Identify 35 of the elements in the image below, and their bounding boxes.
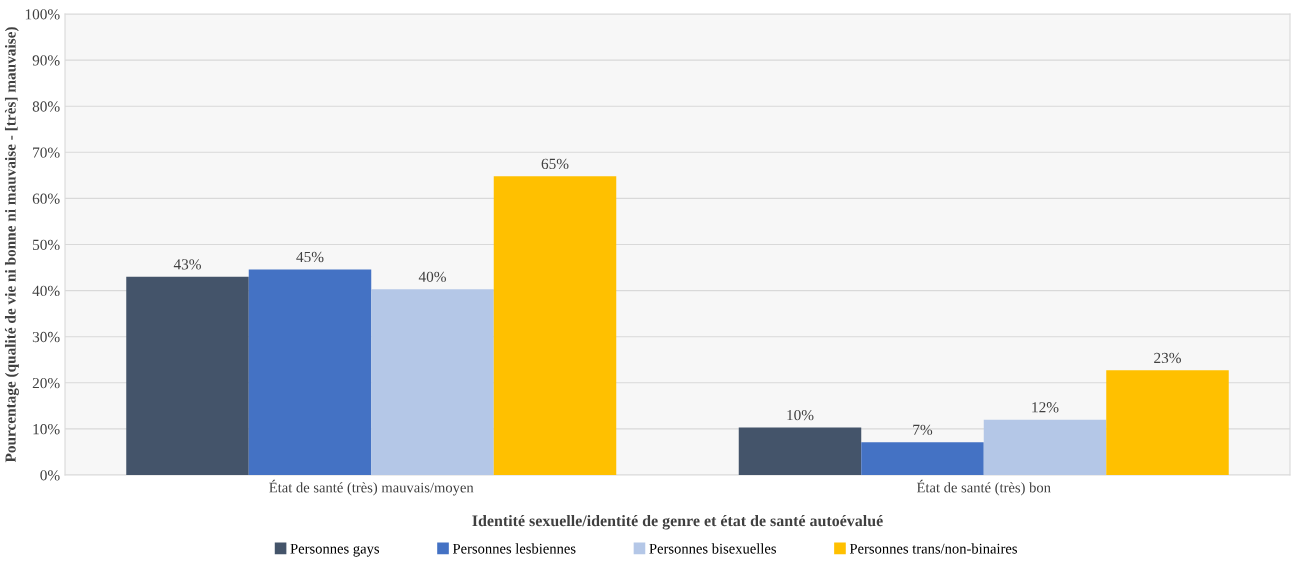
legend-label: Personnes gays (290, 543, 380, 557)
y-tick-label: 100% (25, 9, 60, 20)
x-axis-title: Identité sexuelle/identité de genre et état de santé autoévalué (472, 514, 883, 530)
data-label: 43% (173, 259, 201, 270)
data-label: 12% (1032, 402, 1059, 413)
data-label: 40% (418, 271, 446, 282)
data-label: 65% (541, 158, 569, 170)
bar (738, 427, 862, 475)
y-tick-label: 50% (33, 239, 60, 250)
y-tick-label: 80% (32, 101, 60, 112)
data-label: 7% (913, 424, 933, 436)
x-tick-label: État de santé (très) mauvais/moyen (269, 479, 474, 496)
legend-label: Personnes trans/non-binaires (849, 543, 1017, 554)
bar (126, 276, 249, 475)
x-tick-label: État de santé (très) bon (916, 479, 1051, 496)
data-label: 23% (1154, 352, 1181, 364)
bar (983, 419, 1107, 475)
y-tick-label: 90% (32, 55, 60, 66)
bar (371, 289, 494, 475)
bar (861, 442, 984, 475)
y-tick-label: 30% (32, 331, 60, 343)
bar (493, 176, 617, 475)
y-tick-label: 70% (33, 147, 60, 158)
y-tick-label: 20% (32, 377, 60, 389)
y-tick-label: 60% (32, 193, 60, 204)
y-tick-label: 0% (40, 470, 60, 481)
data-label: 10% (787, 409, 814, 421)
data-label: 45% (296, 251, 324, 263)
bar (248, 269, 372, 475)
y-tick-label: 40% (32, 285, 60, 297)
legend-label: Personnes lesbiennes (452, 543, 576, 554)
y-axis-title: Pourcentage (qualité de vie ni bonne ni mauvaise - [très] mauvaise) (4, 27, 19, 463)
y-tick-label: 10% (33, 424, 60, 435)
legend-label: Personnes bisexuelles (649, 543, 776, 554)
bar (1106, 370, 1229, 475)
